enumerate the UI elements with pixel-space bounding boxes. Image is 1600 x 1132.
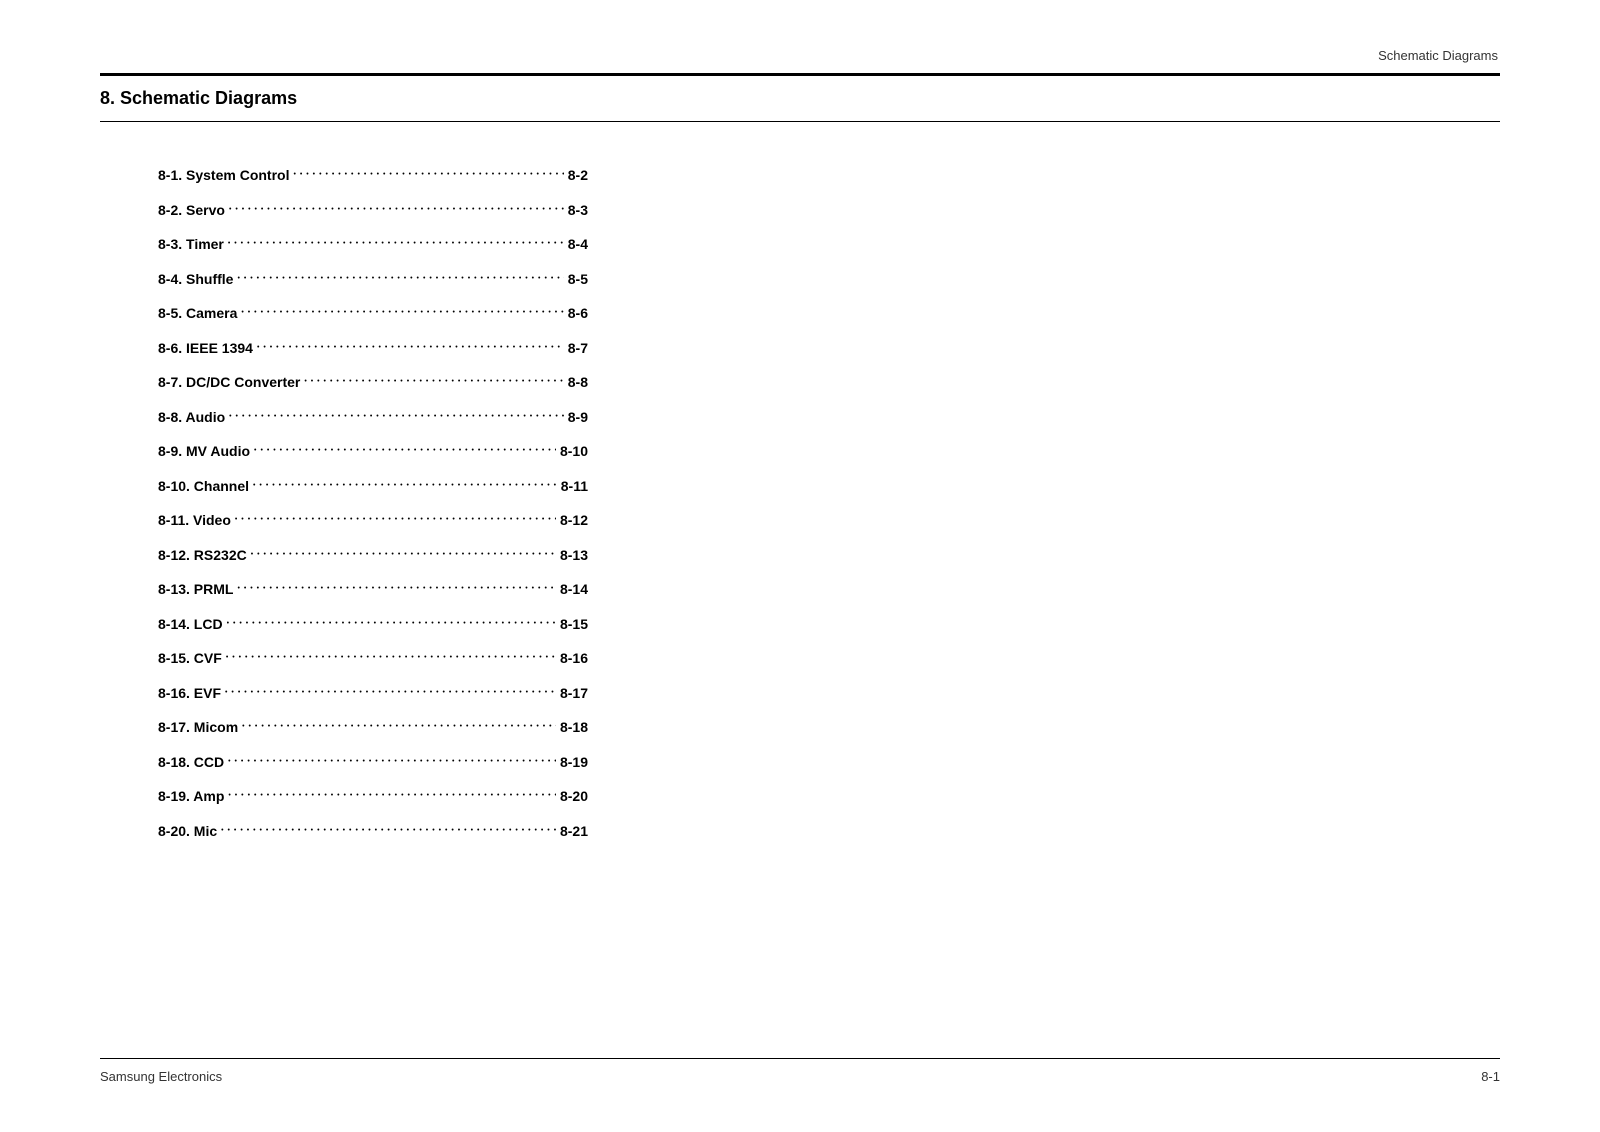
toc-row: 8-11. Video 8-12 bbox=[158, 511, 588, 528]
toc-entry-page: 8-10 bbox=[560, 443, 588, 459]
toc-leader-dots bbox=[237, 580, 556, 594]
toc-leader-dots bbox=[293, 166, 563, 180]
toc-entry-page: 8-12 bbox=[560, 512, 588, 528]
toc-entry-page: 8-7 bbox=[568, 340, 588, 356]
toc-entry-page: 8-17 bbox=[560, 685, 588, 701]
toc-entry-page: 8-19 bbox=[560, 754, 588, 770]
toc-leader-dots bbox=[235, 511, 556, 525]
toc-row: 8-14. LCD 8-15 bbox=[158, 615, 588, 632]
toc-leader-dots bbox=[253, 477, 557, 491]
toc-entry-page: 8-2 bbox=[568, 167, 588, 183]
title-rule-thin bbox=[100, 121, 1500, 122]
toc-entry-page: 8-21 bbox=[560, 823, 588, 839]
toc-entry-label: 8-17. Micom bbox=[158, 719, 238, 735]
toc-row: 8-19. Amp 8-20 bbox=[158, 787, 588, 804]
toc-leader-dots bbox=[226, 649, 556, 663]
page: Schematic Diagrams 8. Schematic Diagrams… bbox=[0, 0, 1600, 1132]
toc-row: 8-2. Servo 8-3 bbox=[158, 201, 588, 218]
toc-row: 8-16. EVF 8-17 bbox=[158, 684, 588, 701]
toc-entry-label: 8-13. PRML bbox=[158, 581, 233, 597]
toc-leader-dots bbox=[221, 822, 556, 836]
toc-entry-page: 8-6 bbox=[568, 305, 588, 321]
toc-entry-label: 8-8. Audio bbox=[158, 409, 225, 425]
footer-publisher: Samsung Electronics bbox=[100, 1069, 222, 1084]
toc-leader-dots bbox=[251, 546, 556, 560]
toc-entry-label: 8-14. LCD bbox=[158, 616, 223, 632]
toc-entry-label: 8-6. IEEE 1394 bbox=[158, 340, 253, 356]
toc-leader-dots bbox=[254, 442, 556, 456]
toc: 8-1. System Control 8-2 8-2. Servo 8-3 8-3. … bbox=[158, 166, 588, 839]
footer-page-number: 8-1 bbox=[1481, 1069, 1500, 1084]
toc-leader-dots bbox=[304, 373, 563, 387]
section-title: 8. Schematic Diagrams bbox=[100, 76, 1500, 121]
toc-row: 8-6. IEEE 1394 8-7 bbox=[158, 339, 588, 356]
toc-row: 8-5. Camera 8-6 bbox=[158, 304, 588, 321]
toc-entry-page: 8-4 bbox=[568, 236, 588, 252]
toc-entry-page: 8-15 bbox=[560, 616, 588, 632]
toc-leader-dots bbox=[228, 235, 564, 249]
toc-leader-dots bbox=[257, 339, 564, 353]
toc-leader-dots bbox=[237, 270, 563, 284]
toc-entry-page: 8-5 bbox=[568, 271, 588, 287]
toc-entry-label: 8-11. Video bbox=[158, 512, 231, 528]
toc-entry-page: 8-18 bbox=[560, 719, 588, 735]
toc-entry-label: 8-16. EVF bbox=[158, 685, 221, 701]
toc-row: 8-1. System Control 8-2 bbox=[158, 166, 588, 183]
toc-row: 8-20. Mic 8-21 bbox=[158, 822, 588, 839]
toc-entry-page: 8-13 bbox=[560, 547, 588, 563]
toc-entry-label: 8-4. Shuffle bbox=[158, 271, 233, 287]
toc-entry-page: 8-3 bbox=[568, 202, 588, 218]
toc-entry-label: 8-12. RS232C bbox=[158, 547, 247, 563]
toc-entry-page: 8-9 bbox=[568, 409, 588, 425]
toc-leader-dots bbox=[242, 718, 556, 732]
toc-leader-dots bbox=[229, 201, 564, 215]
toc-row: 8-9. MV Audio 8-10 bbox=[158, 442, 588, 459]
toc-entry-page: 8-8 bbox=[568, 374, 588, 390]
toc-entry-label: 8-10. Channel bbox=[158, 478, 249, 494]
running-header: Schematic Diagrams bbox=[100, 48, 1500, 63]
toc-entry-label: 8-9. MV Audio bbox=[158, 443, 250, 459]
toc-leader-dots bbox=[227, 615, 556, 629]
toc-row: 8-13. PRML 8-14 bbox=[158, 580, 588, 597]
footer-rule bbox=[100, 1058, 1500, 1059]
toc-row: 8-18. CCD 8-19 bbox=[158, 753, 588, 770]
toc-row: 8-12. RS232C 8-13 bbox=[158, 546, 588, 563]
toc-entry-page: 8-16 bbox=[560, 650, 588, 666]
page-footer: Samsung Electronics 8-1 bbox=[100, 1058, 1500, 1084]
toc-entry-label: 8-18. CCD bbox=[158, 754, 224, 770]
toc-entry-label: 8-20. Mic bbox=[158, 823, 217, 839]
toc-row: 8-4. Shuffle 8-5 bbox=[158, 270, 588, 287]
toc-row: 8-10. Channel 8-11 bbox=[158, 477, 588, 494]
toc-leader-dots bbox=[228, 787, 556, 801]
toc-entry-page: 8-14 bbox=[560, 581, 588, 597]
toc-row: 8-15. CVF 8-16 bbox=[158, 649, 588, 666]
toc-row: 8-7. DC/DC Converter 8-8 bbox=[158, 373, 588, 390]
toc-leader-dots bbox=[241, 304, 563, 318]
toc-entry-label: 8-7. DC/DC Converter bbox=[158, 374, 300, 390]
toc-entry-page: 8-11 bbox=[561, 478, 588, 494]
toc-entry-label: 8-1. System Control bbox=[158, 167, 289, 183]
toc-leader-dots bbox=[228, 753, 556, 767]
toc-entry-label: 8-5. Camera bbox=[158, 305, 237, 321]
toc-entry-label: 8-19. Amp bbox=[158, 788, 224, 804]
toc-entry-page: 8-20 bbox=[560, 788, 588, 804]
toc-entry-label: 8-2. Servo bbox=[158, 202, 225, 218]
toc-entry-label: 8-3. Timer bbox=[158, 236, 224, 252]
toc-entry-label: 8-15. CVF bbox=[158, 650, 222, 666]
toc-row: 8-17. Micom 8-18 bbox=[158, 718, 588, 735]
toc-leader-dots bbox=[225, 684, 556, 698]
footer-row: Samsung Electronics 8-1 bbox=[100, 1069, 1500, 1084]
toc-leader-dots bbox=[229, 408, 564, 422]
toc-row: 8-8. Audio 8-9 bbox=[158, 408, 588, 425]
toc-row: 8-3. Timer 8-4 bbox=[158, 235, 588, 252]
